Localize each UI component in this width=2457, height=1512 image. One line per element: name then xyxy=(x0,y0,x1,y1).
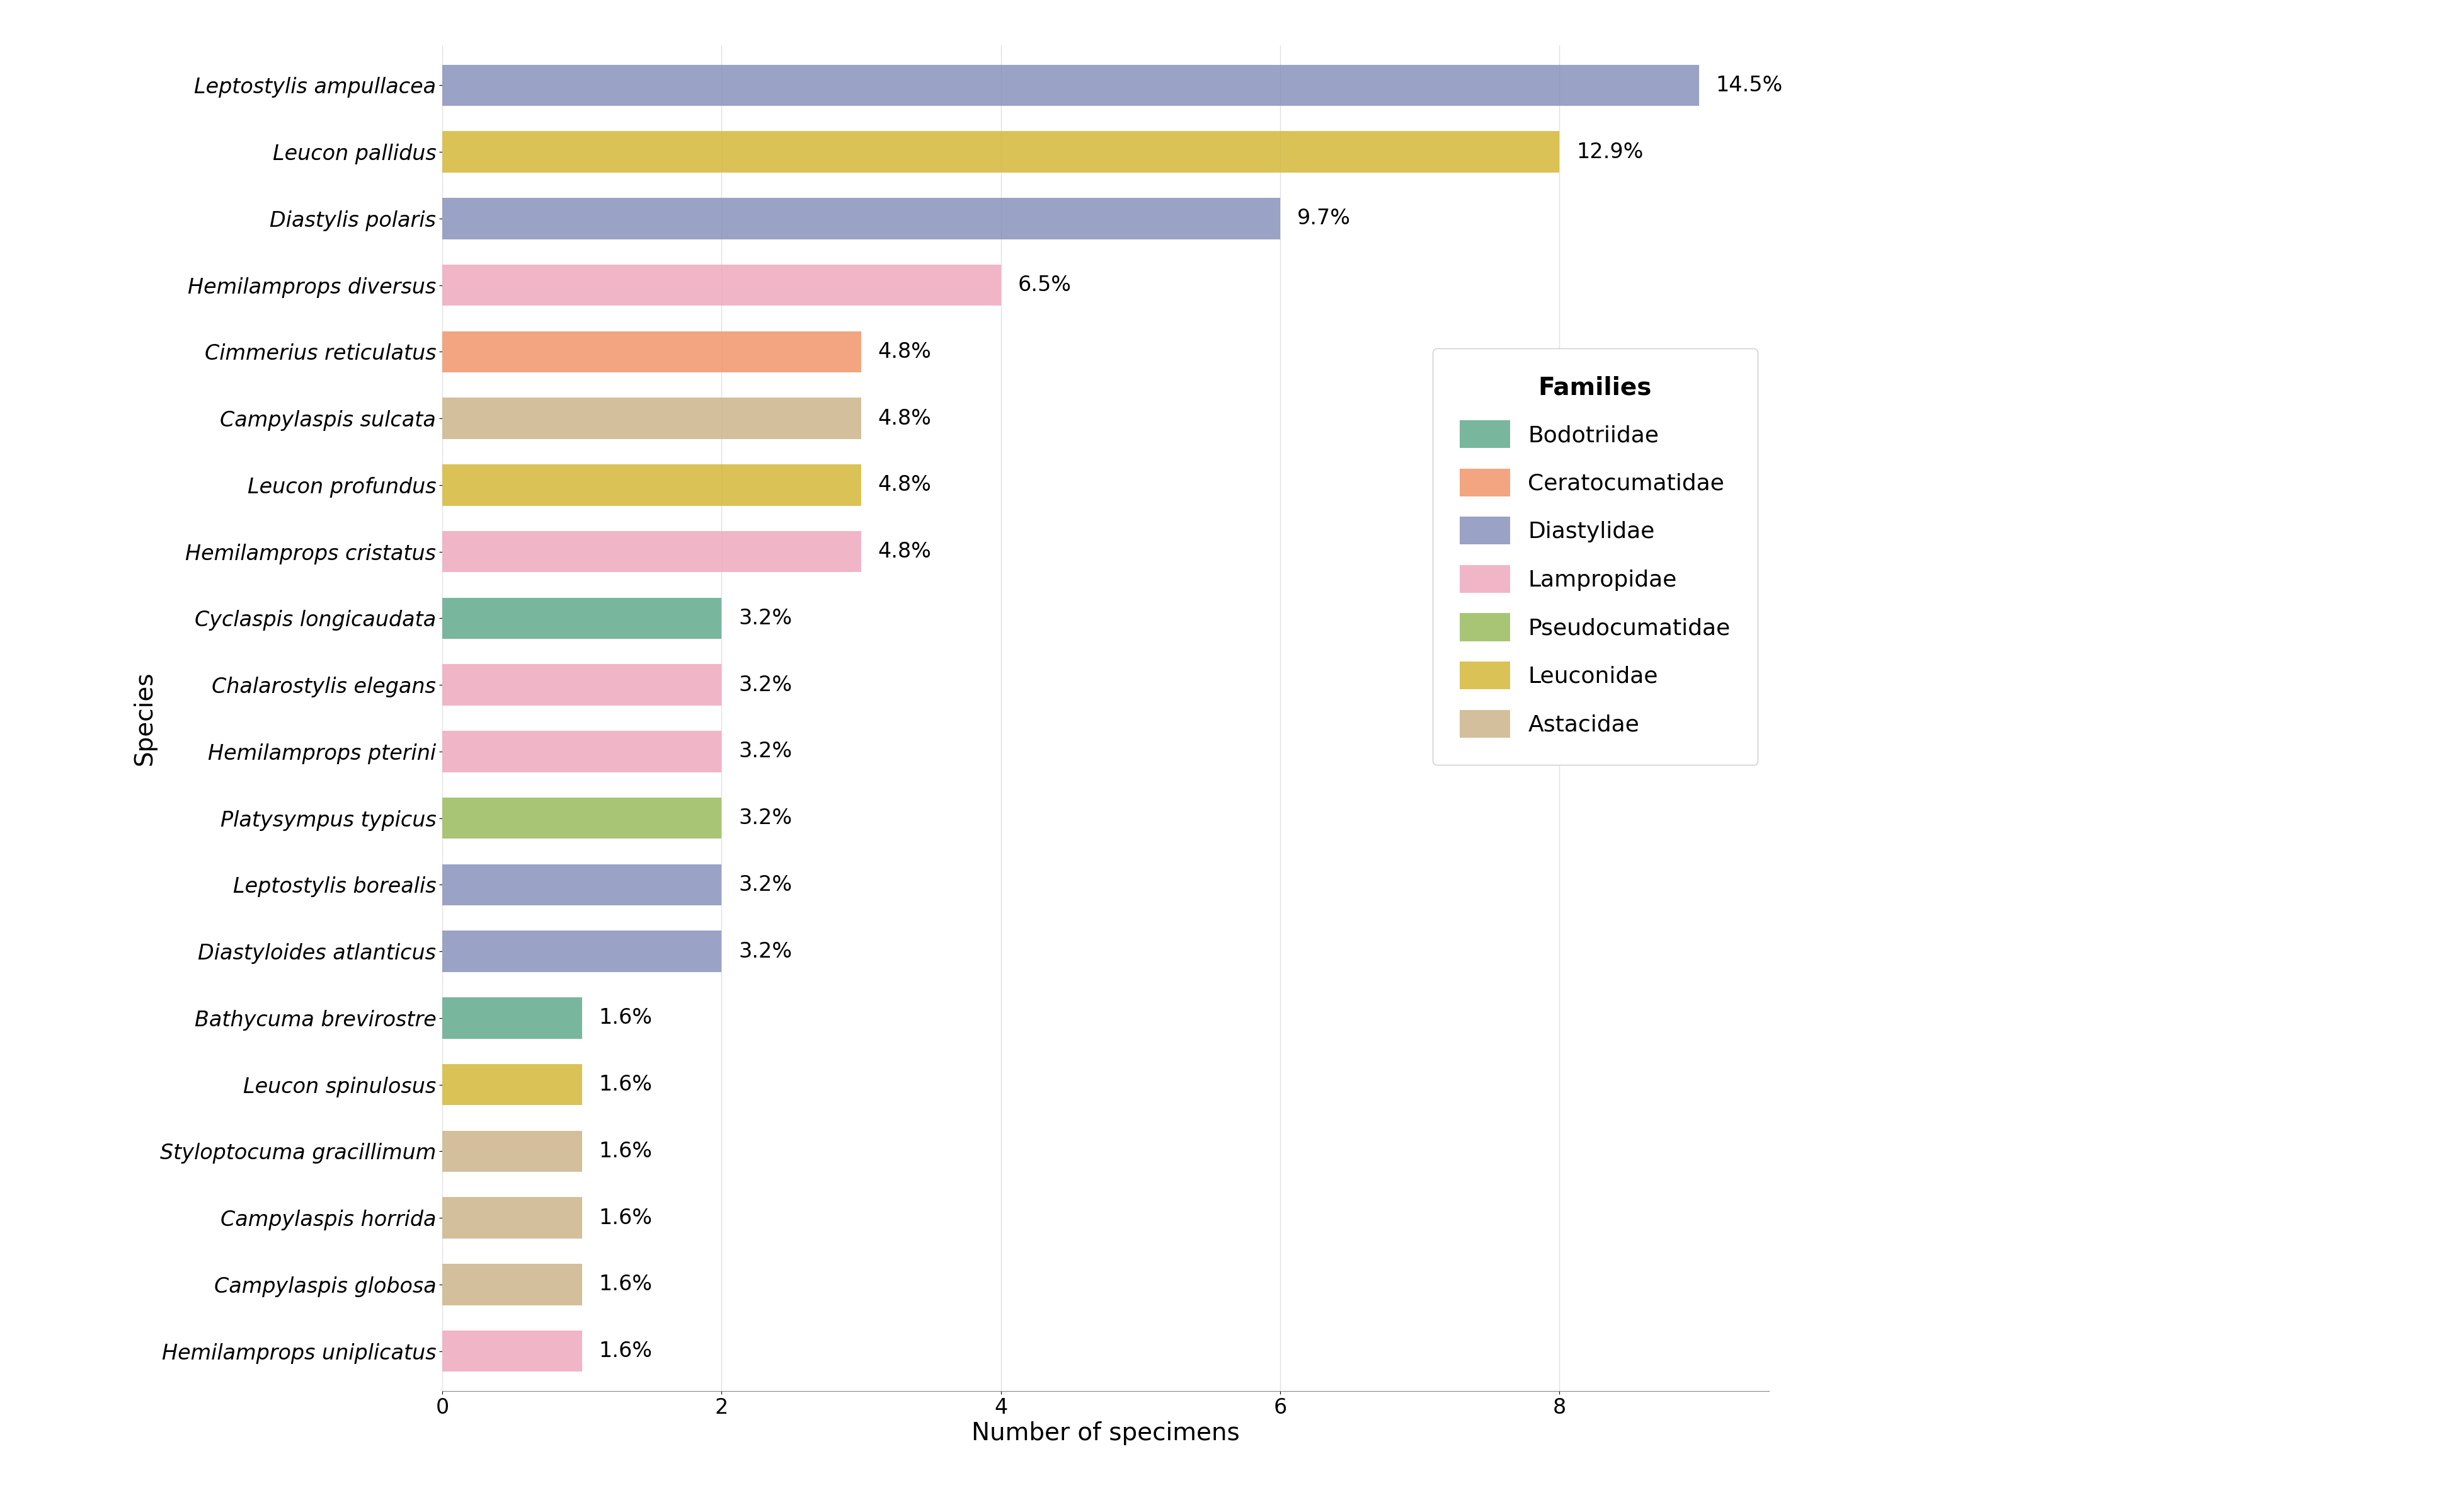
Bar xyxy=(442,797,722,839)
Text: 9.7%: 9.7% xyxy=(1297,209,1351,228)
Bar xyxy=(442,1131,582,1172)
Bar xyxy=(442,931,722,972)
Bar xyxy=(442,464,862,505)
Bar xyxy=(442,398,862,438)
Bar xyxy=(442,132,1560,172)
Text: 4.8%: 4.8% xyxy=(877,475,931,496)
Bar xyxy=(442,863,722,906)
Bar xyxy=(442,1064,582,1105)
Y-axis label: Species: Species xyxy=(133,671,157,765)
Legend: Bodotriidae, Ceratocumatidae, Diastylidae, Lampropidae, Pseudocumatidae, Leuconi: Bodotriidae, Ceratocumatidae, Diastylida… xyxy=(1432,349,1757,765)
Text: 1.6%: 1.6% xyxy=(600,1208,651,1228)
Text: 3.2%: 3.2% xyxy=(740,874,791,895)
Text: 3.2%: 3.2% xyxy=(740,940,791,962)
Text: 3.2%: 3.2% xyxy=(740,608,791,629)
Text: 1.6%: 1.6% xyxy=(600,1142,651,1161)
Bar xyxy=(442,597,722,640)
Bar xyxy=(442,730,722,773)
Text: 3.2%: 3.2% xyxy=(740,741,791,762)
Text: 1.6%: 1.6% xyxy=(600,1074,651,1095)
Text: 1.6%: 1.6% xyxy=(600,1341,651,1361)
Bar xyxy=(442,664,722,706)
Bar xyxy=(442,65,1700,106)
Bar xyxy=(442,1331,582,1371)
Text: 1.6%: 1.6% xyxy=(600,1007,651,1028)
Bar xyxy=(442,1198,582,1238)
X-axis label: Number of specimens: Number of specimens xyxy=(971,1421,1241,1445)
Text: 12.9%: 12.9% xyxy=(1577,142,1644,162)
Bar xyxy=(442,265,1000,305)
Text: 3.2%: 3.2% xyxy=(740,674,791,696)
Text: 4.8%: 4.8% xyxy=(877,408,931,429)
Bar xyxy=(442,531,862,573)
Text: 3.2%: 3.2% xyxy=(740,807,791,829)
Text: 6.5%: 6.5% xyxy=(1017,275,1071,295)
Bar xyxy=(442,331,862,372)
Text: 1.6%: 1.6% xyxy=(600,1275,651,1294)
Bar xyxy=(442,998,582,1039)
Bar xyxy=(442,198,1280,239)
Text: 4.8%: 4.8% xyxy=(877,342,931,363)
Text: 14.5%: 14.5% xyxy=(1715,76,1784,95)
Bar xyxy=(442,1264,582,1305)
Text: 4.8%: 4.8% xyxy=(877,541,931,562)
